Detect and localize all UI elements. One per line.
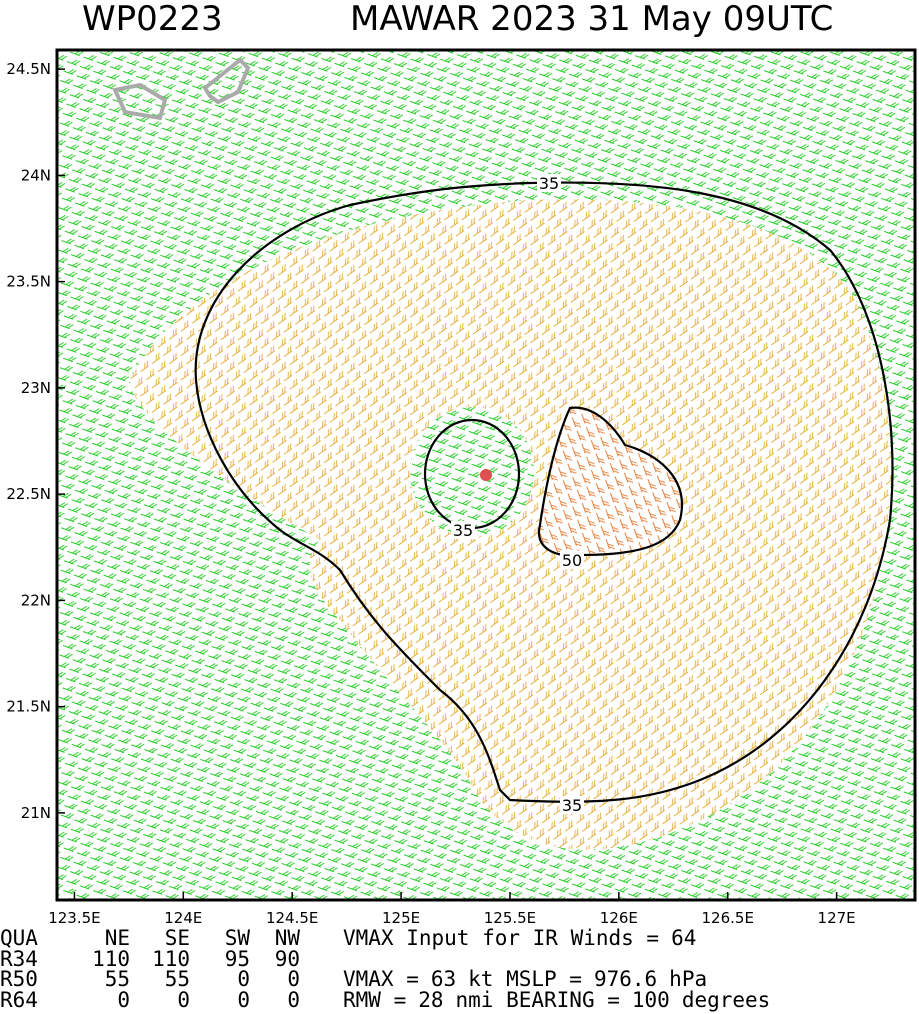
x-tick-label: 123.5E [48, 909, 100, 927]
x-tick-label: 124E [164, 909, 202, 927]
x-tick-label: 124.5E [266, 909, 318, 927]
table-cell: 95 [225, 947, 250, 971]
x-tick-label: 125E [382, 909, 420, 927]
table-cell: R34 [0, 947, 38, 971]
info-item: VMAX Input for IR Winds = [343, 926, 659, 950]
table-header: QUA [0, 926, 38, 950]
info-item: VMAX = [343, 967, 419, 991]
info-line: VMAX = 63 kt MSLP = 976.6 hPa [343, 967, 707, 991]
info-item: 28 [418, 988, 443, 1012]
contour-label-bg [560, 551, 584, 569]
table-header: NW [275, 926, 301, 950]
table-cell: 110 [92, 947, 130, 971]
wind-field [57, 50, 915, 900]
x-tick-label: 126.5E [702, 909, 754, 927]
y-tick-label: 22.5N [6, 485, 51, 503]
contour-label: 35 [453, 521, 473, 540]
table-header: SE [165, 926, 190, 950]
table-cell: 0 [287, 967, 300, 991]
table-cell: R64 [0, 988, 38, 1012]
info-item: 64 [671, 926, 696, 950]
y-tick-label: 23N [21, 379, 51, 397]
x-tick-label: 127E [818, 909, 856, 927]
info-line: RMW = 28 nmi BEARING = 100 degrees [343, 988, 770, 1012]
y-tick-label: 21.5N [6, 698, 51, 716]
info-line: VMAX Input for IR Winds = 64 [343, 926, 696, 950]
y-tick-label: 24.5N [6, 60, 51, 78]
contour-label-bg [451, 521, 475, 539]
title: WP0223 [82, 0, 223, 39]
y-tick-label: 21N [21, 804, 51, 822]
info-item: RMW = [343, 988, 406, 1012]
table-cell: 90 [275, 947, 300, 971]
table-cell: R50 [0, 967, 38, 991]
core-barbs [410, 407, 534, 537]
x-tick-label: 126E [600, 909, 638, 927]
storm-center [480, 469, 492, 481]
info-item: nmi BEARING = [456, 988, 620, 1012]
table-cell: 110 [152, 947, 190, 971]
contour-label: 35 [539, 174, 559, 193]
plot-frame [55, 48, 917, 902]
info-item: 100 [632, 988, 670, 1012]
info-item: degrees [682, 988, 771, 1012]
info-item: kt MSLP = [468, 967, 582, 991]
info-item: 63 [431, 967, 456, 991]
x-tick-label: 125.5E [484, 909, 536, 927]
table-cell: 0 [117, 988, 130, 1012]
table-cell: 0 [177, 988, 190, 1012]
orange-barbs [130, 199, 891, 850]
table-cell: 55 [165, 967, 190, 991]
y-tick-label: 24N [21, 166, 51, 184]
info-item: hPa [669, 967, 707, 991]
contour-label: 50 [562, 551, 582, 570]
table-header: SW [225, 926, 251, 950]
table-cell: 0 [237, 988, 250, 1012]
contour-label-bg [560, 796, 584, 814]
table-cell: 55 [105, 967, 130, 991]
subtitle: MAWAR 2023 31 May 09UTC [350, 0, 833, 39]
y-tick-label: 23.5N [6, 273, 51, 291]
coastline [112, 57, 251, 121]
table-cell: 0 [237, 967, 250, 991]
contour-35 [194, 181, 894, 803]
contour-50 [537, 406, 683, 557]
table-cell: 0 [287, 988, 300, 1012]
info-item: 976.6 [594, 967, 657, 991]
contour-label-bg [537, 174, 561, 192]
table-header: NE [105, 926, 130, 950]
strong-barbs [539, 407, 682, 556]
y-tick-label: 22N [21, 591, 51, 609]
contour-label: 35 [562, 796, 582, 815]
